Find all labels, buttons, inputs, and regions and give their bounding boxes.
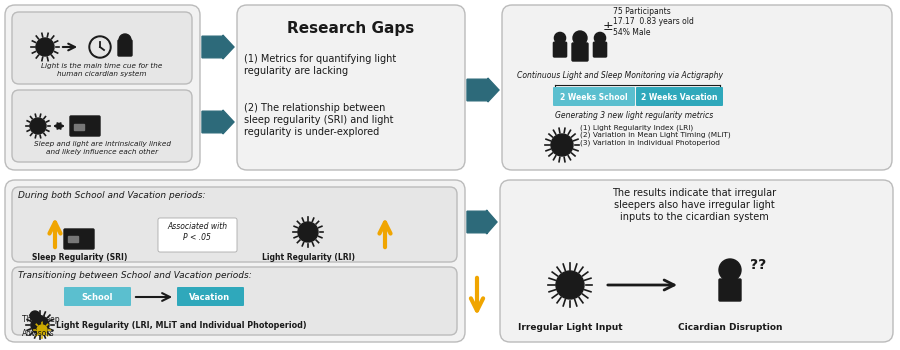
- FancyBboxPatch shape: [572, 43, 588, 61]
- Text: (1) Metrics for quantifying light
regularity are lacking: (1) Metrics for quantifying light regula…: [244, 54, 396, 76]
- FancyBboxPatch shape: [553, 87, 635, 106]
- Circle shape: [573, 31, 587, 45]
- Text: During both School and Vacation periods:: During both School and Vacation periods:: [18, 191, 205, 201]
- Circle shape: [719, 259, 741, 281]
- Text: Associated with
P < .05: Associated with P < .05: [166, 222, 227, 242]
- FancyBboxPatch shape: [12, 90, 192, 162]
- FancyBboxPatch shape: [5, 5, 200, 170]
- Text: The Sleep: The Sleep: [22, 315, 59, 324]
- Polygon shape: [467, 78, 499, 102]
- Text: (2) The relationship between
sleep regularity (SRI) and light
regularity is unde: (2) The relationship between sleep regul…: [244, 103, 393, 136]
- Circle shape: [554, 33, 565, 44]
- Circle shape: [91, 38, 109, 56]
- Bar: [68, 236, 78, 242]
- Circle shape: [30, 311, 40, 321]
- Text: 75 Participants
17.17  0.83 years old
54% Male: 75 Participants 17.17 0.83 years old 54%…: [613, 7, 694, 37]
- FancyBboxPatch shape: [64, 287, 131, 306]
- Text: Sleep Regularity (SRI): Sleep Regularity (SRI): [32, 252, 128, 261]
- Text: Generating 3 new light regularity metrics: Generating 3 new light regularity metric…: [555, 112, 713, 120]
- Circle shape: [556, 271, 584, 299]
- Text: Research Gaps: Research Gaps: [287, 21, 415, 35]
- Text: Light Regularity (LRI): Light Regularity (LRI): [262, 252, 355, 261]
- FancyBboxPatch shape: [5, 180, 465, 342]
- Circle shape: [31, 316, 49, 334]
- FancyBboxPatch shape: [12, 267, 457, 335]
- Polygon shape: [202, 110, 234, 134]
- Text: Vacation: Vacation: [189, 293, 230, 301]
- Circle shape: [36, 38, 54, 56]
- Text: (1) Light Regularity Index (LRI)
(2) Variation in Mean Light Timing (MLiT)
(3) V: (1) Light Regularity Index (LRI) (2) Var…: [580, 124, 731, 146]
- Text: Light is the main time cue for the
human cicardian system: Light is the main time cue for the human…: [41, 63, 163, 77]
- Text: ±: ±: [603, 21, 614, 34]
- Text: 2 Weeks School: 2 Weeks School: [560, 92, 628, 102]
- FancyBboxPatch shape: [64, 229, 94, 249]
- FancyBboxPatch shape: [118, 40, 132, 56]
- Polygon shape: [202, 35, 234, 59]
- Circle shape: [89, 36, 111, 58]
- Circle shape: [594, 33, 606, 44]
- Circle shape: [551, 134, 573, 156]
- Text: ??: ??: [750, 258, 766, 272]
- FancyBboxPatch shape: [237, 5, 465, 170]
- FancyBboxPatch shape: [70, 116, 100, 136]
- Text: Irregular Light Input: Irregular Light Input: [518, 323, 622, 332]
- FancyBboxPatch shape: [593, 42, 607, 57]
- Text: Sleep and light are intrinsically linked
and likely influence each other: Sleep and light are intrinsically linked…: [33, 141, 170, 155]
- Text: 2 Weeks Vacation: 2 Weeks Vacation: [641, 92, 717, 102]
- Bar: [74, 124, 84, 130]
- Circle shape: [30, 118, 46, 134]
- FancyBboxPatch shape: [636, 87, 723, 106]
- Circle shape: [37, 325, 47, 335]
- FancyBboxPatch shape: [554, 42, 567, 57]
- FancyBboxPatch shape: [500, 180, 893, 342]
- FancyBboxPatch shape: [12, 187, 457, 262]
- Text: Continuous Light and Sleep Monitoring via Actigraphy: Continuous Light and Sleep Monitoring vi…: [517, 70, 723, 79]
- Text: Cicardian Disruption: Cicardian Disruption: [678, 323, 782, 332]
- Circle shape: [298, 222, 318, 242]
- FancyBboxPatch shape: [12, 12, 192, 84]
- FancyBboxPatch shape: [177, 287, 244, 306]
- FancyBboxPatch shape: [502, 5, 892, 170]
- Circle shape: [119, 34, 131, 46]
- FancyBboxPatch shape: [719, 279, 741, 301]
- FancyBboxPatch shape: [158, 218, 237, 252]
- Text: School: School: [81, 293, 112, 301]
- Text: Light Regularity (LRI, MLiT and Individual Photoperiod): Light Regularity (LRI, MLiT and Individu…: [56, 321, 307, 329]
- Text: The results indicate that irregular
sleepers also have irregular light
inputs to: The results indicate that irregular slee…: [612, 188, 776, 222]
- Text: Advisors: Advisors: [22, 329, 55, 337]
- Text: Transitioning between School and Vacation periods:: Transitioning between School and Vacatio…: [18, 271, 252, 280]
- Polygon shape: [467, 210, 497, 234]
